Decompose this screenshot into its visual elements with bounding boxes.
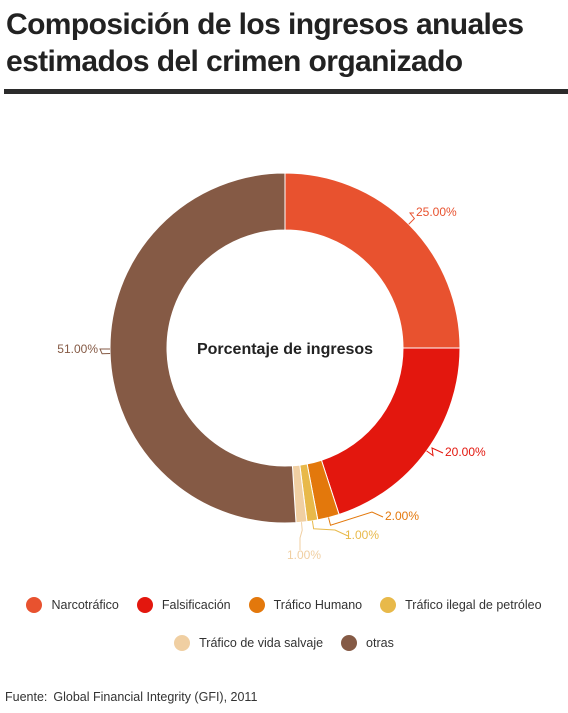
legend-label: Tráfico Humano (273, 598, 363, 612)
legend-item-trafico-humano[interactable]: Tráfico Humano (248, 597, 363, 613)
legend-row: Tráfico de vida salvaje otras (0, 630, 568, 656)
legend-label: otras (366, 636, 394, 650)
slice-falsificacion[interactable] (320, 347, 461, 516)
legend: Narcotráfico Falsificación Tráfico Humano T… (0, 592, 568, 668)
data-label-otras: 51.00% (57, 342, 98, 356)
title-divider (4, 89, 568, 94)
legend-swatch-icon (248, 597, 265, 613)
data-label-trafico-ilegal-de-petroleo: 1.00% (345, 528, 379, 542)
legend-item-narcotrafico[interactable]: Narcotráfico (26, 597, 119, 613)
slice-narcotrafico[interactable] (284, 172, 461, 349)
leader-line-trafico-de-vida-salvaje (299, 522, 303, 550)
data-label-trafico-de-vida-salvaje: 1.00% (287, 548, 321, 562)
chart-center-label: Porcentaje de ingresos (197, 341, 373, 358)
legend-swatch-icon (136, 597, 153, 613)
legend-label: Falsificación (161, 598, 231, 612)
legend-item-falsificacion[interactable]: Falsificación (136, 597, 231, 613)
chart-title: Composición de los ingresos anuales esti… (6, 8, 524, 78)
legend-swatch-icon (380, 597, 397, 613)
legend-label: Tráfico de vida salvaje (199, 636, 324, 650)
leader-line-falsificacion (426, 447, 444, 457)
legend-item-trafico-ilegal-de-petroleo[interactable]: Tráfico ilegal de petróleo (380, 597, 542, 613)
legend-swatch-icon (174, 635, 191, 651)
donut-chart: 25.00% 20.00% 2.00% 1.00% 1.00% 51.00% Porcen… (57, 172, 486, 562)
slice-otras[interactable] (109, 172, 297, 524)
leader-line-otras (99, 348, 111, 355)
data-label-trafico-humano: 2.00% (385, 509, 419, 523)
leader-line-trafico-humano (328, 511, 384, 526)
legend-item-otras[interactable]: otras (341, 635, 394, 651)
labels-group: 25.00% 20.00% 2.00% 1.00% 1.00% 51.00% (57, 205, 486, 562)
legend-label: Narcotráfico (51, 598, 119, 612)
legend-row: Narcotráfico Falsificación Tráfico Humano T… (0, 592, 568, 618)
source-text: Global Financial Integrity (GFI), 2011 (53, 690, 258, 704)
data-label-falsificacion: 20.00% (445, 445, 486, 459)
legend-label: Tráfico ilegal de petróleo (405, 598, 542, 612)
source-label: Fuente: (5, 690, 48, 704)
legend-swatch-icon (26, 597, 43, 613)
legend-swatch-icon (341, 635, 358, 651)
leader-line-narcotrafico (408, 212, 416, 225)
slices-group (109, 172, 461, 524)
legend-item-trafico-de-vida-salvaje[interactable]: Tráfico de vida salvaje (174, 635, 323, 651)
source-note: Fuente: Global Financial Integrity (GFI),… (5, 690, 263, 704)
data-label-narcotrafico: 25.00% (416, 205, 457, 219)
leader-line-trafico-ilegal-de-petroleo (311, 520, 349, 537)
